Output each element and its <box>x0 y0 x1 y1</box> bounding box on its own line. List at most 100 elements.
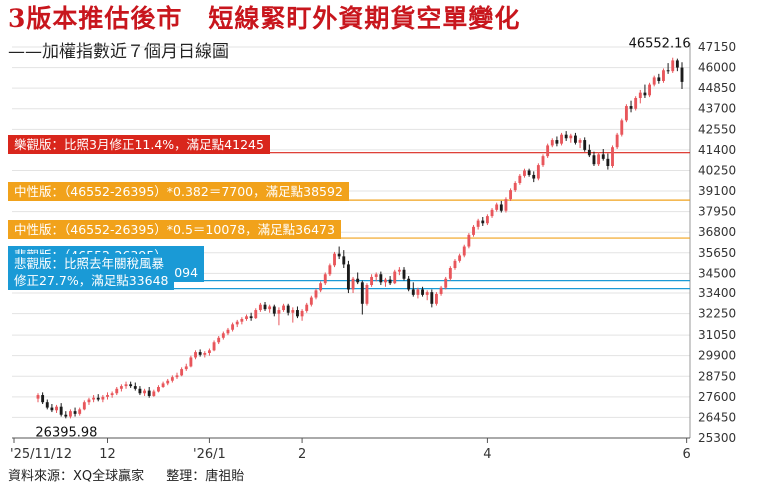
y-tick-label: 40250 <box>698 163 736 177</box>
candle-body <box>379 274 383 283</box>
candle <box>462 244 466 258</box>
candle-body <box>407 278 411 290</box>
candle <box>597 152 601 166</box>
candle-body <box>662 70 665 81</box>
candle-body <box>476 220 480 227</box>
candle <box>384 277 387 287</box>
candle <box>263 302 267 311</box>
candle-body <box>416 289 420 295</box>
candle <box>523 168 526 178</box>
candle <box>217 336 221 345</box>
candle <box>110 391 114 398</box>
annotation-line: 樂觀版：比照3月修正11.4%，滿足點41245 <box>14 136 264 152</box>
candle-body <box>263 304 267 310</box>
candle-body <box>45 402 49 408</box>
candle-body <box>532 174 536 179</box>
y-tick-label: 46000 <box>698 61 736 75</box>
candle-body <box>305 304 309 311</box>
candle <box>583 137 587 152</box>
candle <box>346 260 350 294</box>
candle-body <box>370 276 374 285</box>
candle <box>245 314 248 321</box>
candle-body <box>203 353 207 355</box>
candles <box>36 57 684 419</box>
candle <box>184 363 188 371</box>
candle <box>657 73 661 84</box>
y-tick-label: 37950 <box>698 205 736 219</box>
candle <box>161 381 165 388</box>
candle <box>194 350 197 360</box>
candle-body <box>462 246 466 256</box>
candle <box>133 382 137 391</box>
candle-body <box>643 92 647 96</box>
candle <box>634 96 638 111</box>
candle <box>323 272 327 285</box>
candle <box>152 389 156 397</box>
candle-body <box>481 220 485 224</box>
candle <box>458 253 462 263</box>
candle <box>490 208 494 218</box>
candle-body <box>217 337 221 343</box>
candle-body <box>555 140 559 144</box>
candle-body <box>314 290 318 298</box>
candle-body <box>50 407 54 411</box>
candle-body <box>240 319 244 322</box>
candle-body <box>411 289 415 295</box>
candle <box>240 317 244 325</box>
candle <box>78 407 82 416</box>
candle <box>143 388 146 396</box>
candle-body <box>323 274 327 284</box>
footer: 資料來源：XQ全球贏家 整理：唐祖貽 <box>8 468 262 486</box>
candle <box>504 197 508 213</box>
candle-body <box>620 120 624 135</box>
candle <box>175 372 179 379</box>
candle <box>624 104 628 123</box>
candle-body <box>166 380 170 384</box>
candle-body <box>87 399 91 403</box>
candle <box>397 267 401 276</box>
candle-body <box>365 285 369 304</box>
candle <box>453 259 457 270</box>
candle <box>638 89 642 104</box>
candle-body <box>296 310 299 317</box>
candle <box>356 272 360 285</box>
x-axis: '25/11/12 12 '26/1 2 4 6 <box>10 437 691 462</box>
x-tick-label: 2 <box>298 447 306 462</box>
y-tick-label: 32250 <box>698 307 736 321</box>
candle-body <box>226 329 230 334</box>
candle-body <box>578 140 582 143</box>
candle <box>119 384 123 392</box>
low-price-label: 26395.98 <box>35 425 97 440</box>
annotation-neutral1: 中性版：（46552-26395）*0.382＝7700，滿足點38592 <box>8 182 349 202</box>
y-tick-label: 43700 <box>698 102 736 116</box>
candle-body <box>64 414 68 417</box>
candle-body <box>592 155 596 165</box>
candle <box>203 351 207 358</box>
candle-body <box>92 397 96 400</box>
candle-body <box>282 305 285 311</box>
candle-body <box>337 253 341 257</box>
candle <box>467 233 471 249</box>
candle-body <box>180 369 184 376</box>
candle <box>180 367 184 377</box>
candle-body <box>458 255 462 261</box>
candle <box>36 393 40 403</box>
candle <box>291 307 295 323</box>
x-tick-label: '26/1 <box>193 447 226 462</box>
candle <box>416 287 420 299</box>
candle <box>82 400 86 411</box>
candle-body <box>245 316 248 319</box>
candle-body <box>360 282 364 304</box>
candle-body <box>425 292 429 295</box>
candle <box>444 276 448 290</box>
candle <box>115 387 119 396</box>
candle-body <box>342 256 346 265</box>
candle <box>365 283 369 306</box>
candle <box>157 385 160 393</box>
candle <box>546 143 550 158</box>
candle <box>309 295 313 307</box>
candle <box>601 149 605 161</box>
candle <box>495 202 499 212</box>
candle <box>296 306 299 319</box>
candle-body <box>143 390 146 394</box>
